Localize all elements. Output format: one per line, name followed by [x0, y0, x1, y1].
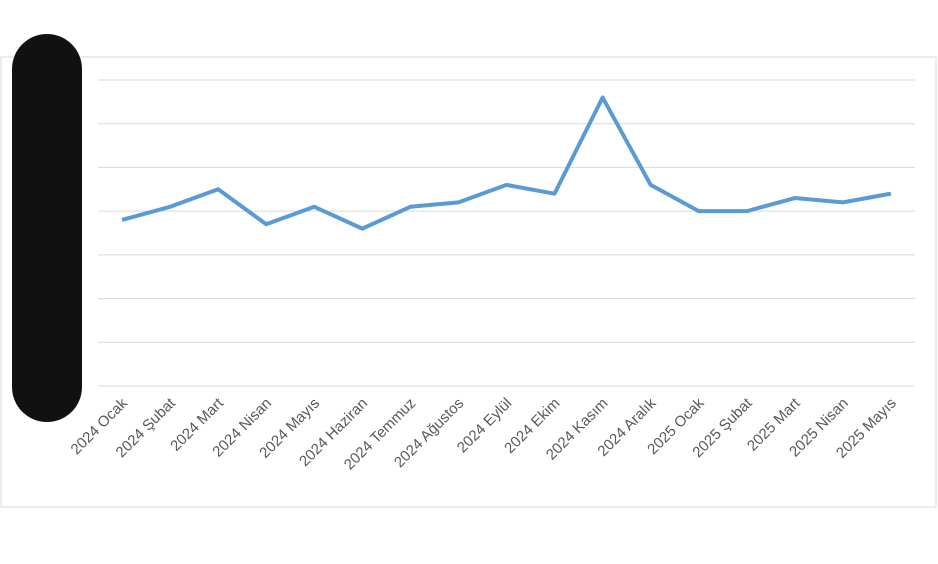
grid [98, 79, 915, 387]
redaction [12, 34, 82, 422]
chart-frame [0, 56, 937, 508]
data-line [121, 95, 892, 231]
plot [121, 95, 892, 231]
